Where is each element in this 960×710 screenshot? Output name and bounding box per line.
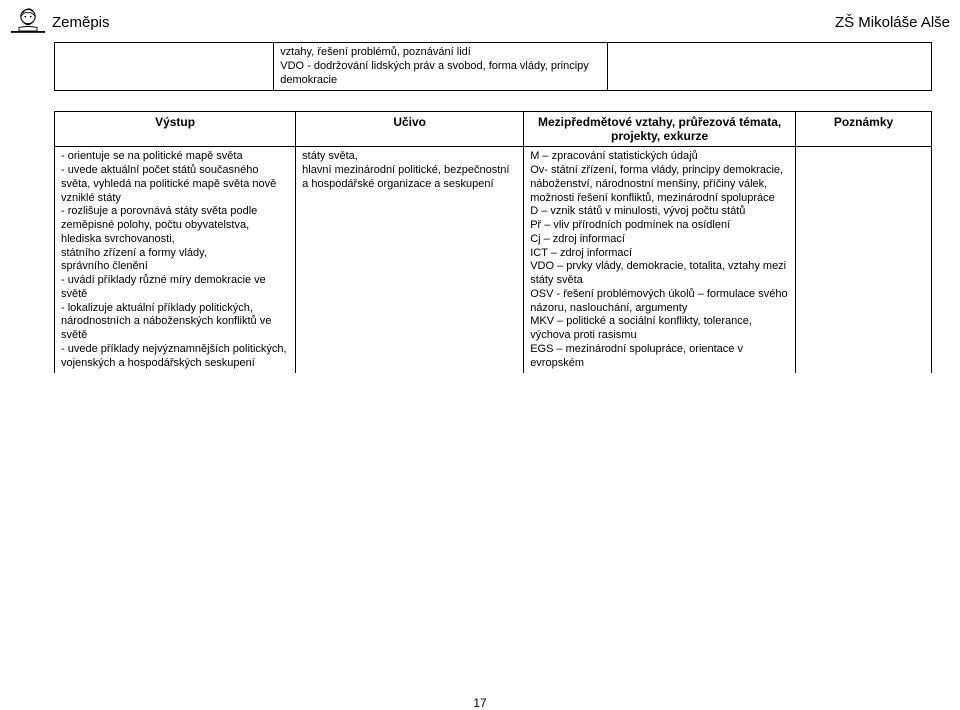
top-table: vztahy, řešení problémů, poznávání lidí … xyxy=(54,42,932,91)
top-col1 xyxy=(55,43,274,91)
logo-icon xyxy=(10,4,46,40)
page-header: Zeměpis ZŠ Mikoláše Alše xyxy=(0,0,960,42)
header-mezi: Mezipředmětové vztahy, průřezová témata,… xyxy=(524,112,796,147)
header-vystup: Výstup xyxy=(55,112,296,147)
header-subject: Zeměpis xyxy=(52,14,110,31)
header-school: ZŠ Mikoláše Alše xyxy=(835,14,950,31)
top-col2: vztahy, řešení problémů, poznávání lidí … xyxy=(274,43,607,91)
page-content: vztahy, řešení problémů, poznávání lidí … xyxy=(0,42,960,373)
main-table: Výstup Učivo Mezipředmětové vztahy, průř… xyxy=(54,111,932,373)
header-poznamky: Poznámky xyxy=(796,112,932,147)
top-col3 xyxy=(607,43,932,91)
cell-ucivo: státy světa, hlavní mezinárodní politick… xyxy=(296,147,524,374)
cell-vystup: - orientuje se na politické mapě světa -… xyxy=(55,147,296,374)
table-row: - orientuje se na politické mapě světa -… xyxy=(55,147,932,374)
table-header-row: Výstup Učivo Mezipředmětové vztahy, průř… xyxy=(55,112,932,147)
cell-mezi: M – zpracování statistických údajů Ov- s… xyxy=(524,147,796,374)
table-gap xyxy=(54,91,932,111)
table-row: vztahy, řešení problémů, poznávání lidí … xyxy=(55,43,932,91)
cell-poznamky xyxy=(796,147,932,374)
header-ucivo: Učivo xyxy=(296,112,524,147)
header-left: Zeměpis xyxy=(10,4,835,40)
page-number: 17 xyxy=(0,696,960,710)
